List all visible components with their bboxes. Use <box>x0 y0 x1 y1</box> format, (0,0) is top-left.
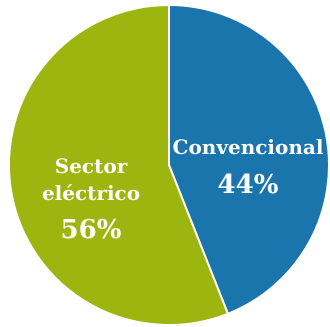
pie-slices <box>7 4 330 326</box>
pie-labels: Convencional 44% Sector eléctrico 56% <box>42 135 324 245</box>
pie-slice-2-value: 56% <box>61 215 122 245</box>
pie-slice-2-label: Sector eléctrico <box>42 154 140 205</box>
pie-slice-1 <box>168 4 330 315</box>
pie-slice-2 <box>7 4 229 326</box>
pie-slice-1-value: 44% <box>218 170 279 200</box>
pie-slice-1-label: Convencional <box>173 135 324 159</box>
